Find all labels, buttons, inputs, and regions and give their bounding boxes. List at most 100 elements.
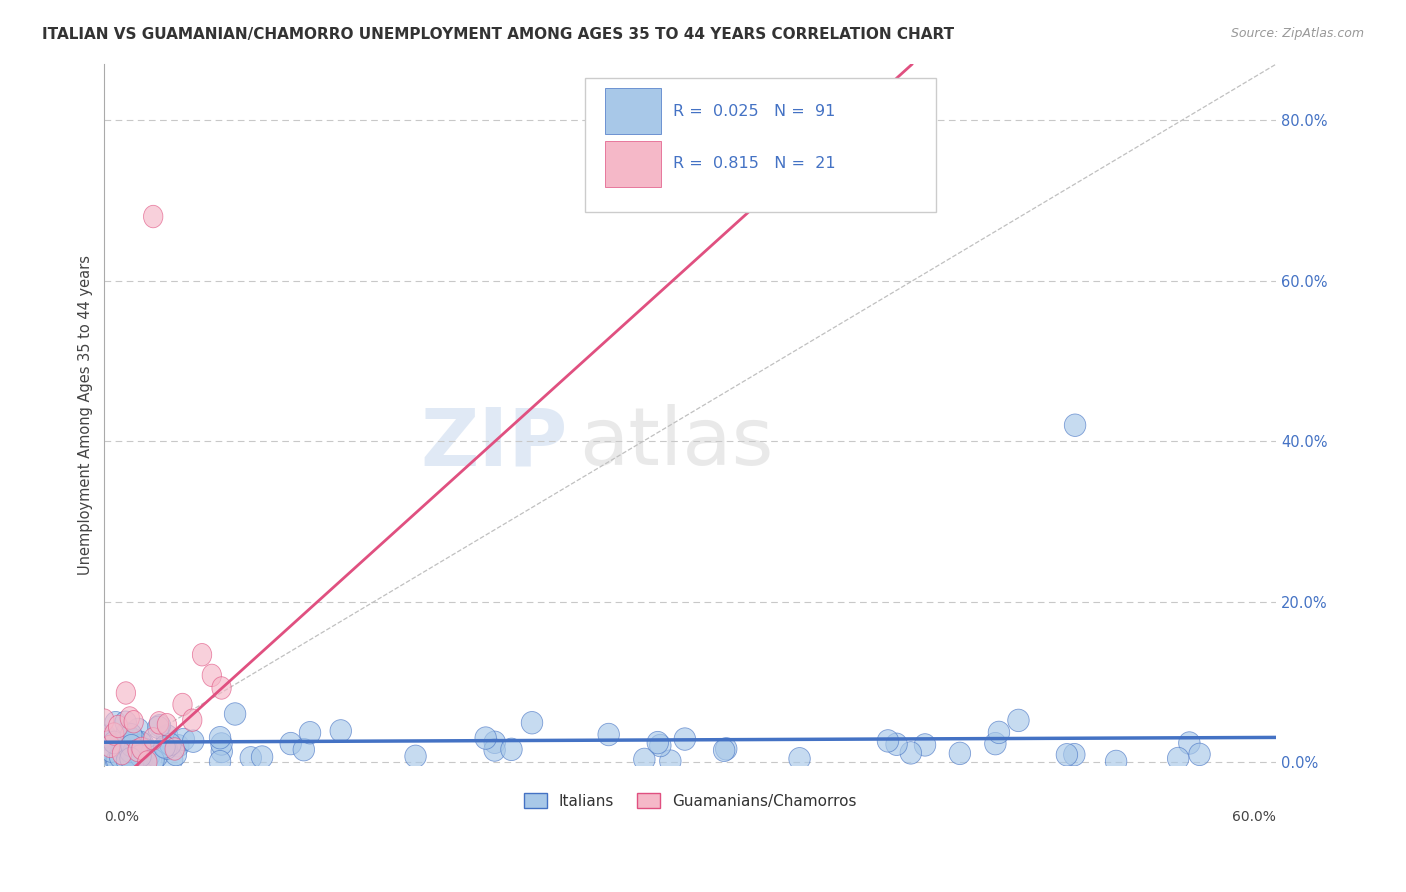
Text: R =  0.815   N =  21: R = 0.815 N = 21 xyxy=(672,156,835,171)
Ellipse shape xyxy=(330,720,352,742)
Ellipse shape xyxy=(789,747,810,770)
Ellipse shape xyxy=(183,730,204,753)
Ellipse shape xyxy=(143,749,165,772)
Ellipse shape xyxy=(252,746,273,768)
Ellipse shape xyxy=(165,743,187,765)
Text: R =  0.025   N =  91: R = 0.025 N = 91 xyxy=(672,103,835,119)
Ellipse shape xyxy=(673,728,696,750)
Ellipse shape xyxy=(124,711,143,733)
Ellipse shape xyxy=(1008,709,1029,731)
Ellipse shape xyxy=(173,728,194,751)
Ellipse shape xyxy=(110,739,132,762)
Ellipse shape xyxy=(886,733,907,756)
Ellipse shape xyxy=(650,734,671,756)
Ellipse shape xyxy=(125,734,146,756)
Ellipse shape xyxy=(129,731,152,754)
Ellipse shape xyxy=(713,739,735,762)
Ellipse shape xyxy=(105,750,127,772)
Ellipse shape xyxy=(1178,731,1201,755)
Text: Source: ZipAtlas.com: Source: ZipAtlas.com xyxy=(1230,27,1364,40)
Ellipse shape xyxy=(1189,743,1211,765)
Ellipse shape xyxy=(1063,743,1085,766)
Ellipse shape xyxy=(209,726,231,749)
Ellipse shape xyxy=(138,751,157,773)
Ellipse shape xyxy=(94,709,114,731)
Ellipse shape xyxy=(124,749,145,772)
Ellipse shape xyxy=(914,734,936,756)
Ellipse shape xyxy=(127,747,148,769)
Ellipse shape xyxy=(484,739,505,761)
Ellipse shape xyxy=(160,733,181,756)
Ellipse shape xyxy=(900,741,921,764)
Ellipse shape xyxy=(1167,747,1189,770)
Ellipse shape xyxy=(209,750,231,772)
Text: atlas: atlas xyxy=(579,404,773,483)
Ellipse shape xyxy=(634,748,655,771)
Ellipse shape xyxy=(211,740,232,763)
Ellipse shape xyxy=(117,731,139,753)
Ellipse shape xyxy=(104,731,125,754)
Ellipse shape xyxy=(112,736,134,758)
Ellipse shape xyxy=(299,722,321,744)
Ellipse shape xyxy=(292,739,315,761)
Ellipse shape xyxy=(212,677,231,699)
Ellipse shape xyxy=(128,739,148,762)
Ellipse shape xyxy=(153,736,176,758)
Ellipse shape xyxy=(988,721,1010,744)
Ellipse shape xyxy=(659,750,681,772)
Ellipse shape xyxy=(949,742,970,764)
Ellipse shape xyxy=(135,739,156,761)
Ellipse shape xyxy=(121,734,142,757)
Ellipse shape xyxy=(211,732,232,756)
Ellipse shape xyxy=(128,742,149,764)
Text: 0.0%: 0.0% xyxy=(104,811,139,824)
FancyBboxPatch shape xyxy=(585,78,936,211)
Ellipse shape xyxy=(156,737,177,759)
Y-axis label: Unemployment Among Ages 35 to 44 years: Unemployment Among Ages 35 to 44 years xyxy=(79,255,93,575)
Ellipse shape xyxy=(131,748,153,771)
Ellipse shape xyxy=(108,744,131,766)
Ellipse shape xyxy=(148,716,169,739)
Ellipse shape xyxy=(117,744,138,766)
Ellipse shape xyxy=(716,738,737,760)
Ellipse shape xyxy=(280,732,301,755)
Ellipse shape xyxy=(193,643,212,666)
Ellipse shape xyxy=(167,734,188,757)
Ellipse shape xyxy=(120,747,141,770)
Ellipse shape xyxy=(984,732,1007,755)
Ellipse shape xyxy=(110,746,131,768)
Ellipse shape xyxy=(129,745,152,767)
Ellipse shape xyxy=(124,729,145,751)
Ellipse shape xyxy=(647,731,668,754)
Ellipse shape xyxy=(501,738,522,761)
Ellipse shape xyxy=(877,730,898,752)
Ellipse shape xyxy=(128,718,149,740)
Ellipse shape xyxy=(121,723,142,746)
Ellipse shape xyxy=(202,665,222,687)
Ellipse shape xyxy=(522,712,543,734)
Ellipse shape xyxy=(94,725,117,747)
Ellipse shape xyxy=(138,745,160,767)
Ellipse shape xyxy=(115,722,138,745)
Ellipse shape xyxy=(117,749,138,772)
Text: ZIP: ZIP xyxy=(420,404,567,483)
Ellipse shape xyxy=(183,709,202,731)
Ellipse shape xyxy=(157,714,177,736)
Ellipse shape xyxy=(115,711,136,733)
Ellipse shape xyxy=(225,703,246,725)
Ellipse shape xyxy=(1064,414,1085,436)
Ellipse shape xyxy=(1056,744,1077,766)
Text: ITALIAN VS GUAMANIAN/CHAMORRO UNEMPLOYMENT AMONG AGES 35 TO 44 YEARS CORRELATION: ITALIAN VS GUAMANIAN/CHAMORRO UNEMPLOYME… xyxy=(42,27,955,42)
FancyBboxPatch shape xyxy=(605,141,661,186)
Ellipse shape xyxy=(97,728,118,751)
Ellipse shape xyxy=(105,712,127,734)
Ellipse shape xyxy=(104,723,124,745)
Ellipse shape xyxy=(108,715,128,738)
Ellipse shape xyxy=(125,737,146,759)
Ellipse shape xyxy=(97,748,118,771)
Ellipse shape xyxy=(112,742,132,764)
Text: 60.0%: 60.0% xyxy=(1233,811,1277,824)
Ellipse shape xyxy=(1105,750,1126,772)
FancyBboxPatch shape xyxy=(605,88,661,134)
Ellipse shape xyxy=(484,731,506,754)
